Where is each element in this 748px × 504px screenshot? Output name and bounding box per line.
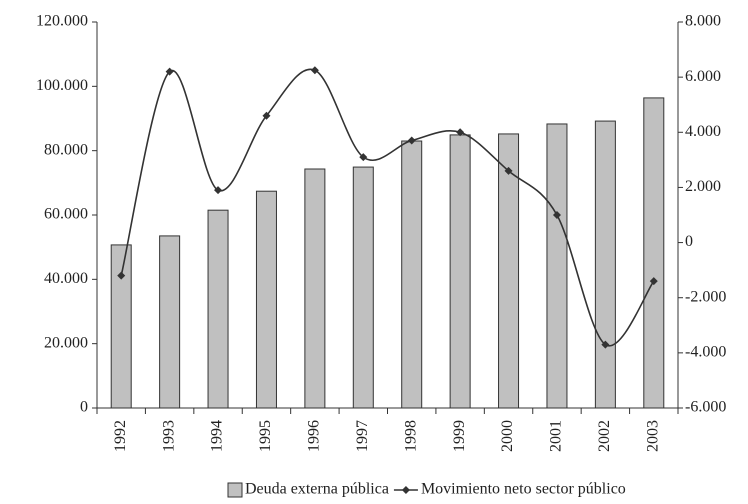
bar	[207, 209, 229, 409]
point	[552, 211, 561, 219]
bar	[643, 97, 665, 409]
y2-tick-label: -4.000	[685, 344, 726, 361]
x-tick-label: 1998	[402, 420, 419, 452]
y-tick-label: 20.000	[44, 334, 88, 351]
y-tick-label: 80.000	[44, 141, 88, 158]
y-tick-label: 120.000	[36, 13, 88, 30]
point	[504, 166, 513, 175]
bar	[352, 166, 374, 409]
legend-swatch	[401, 486, 410, 494]
x-tick-label: 1997	[354, 420, 371, 452]
legend-swatch	[227, 482, 243, 498]
bar	[304, 168, 326, 409]
x-tick-label: 2001	[548, 420, 565, 452]
legend-label: Deuda externa pública	[245, 481, 389, 498]
y-tick-label: 100.000	[36, 77, 88, 94]
x-tick-label: 1999	[451, 420, 468, 452]
y2-tick-label: 6.000	[685, 68, 721, 85]
x-tick-label: 1995	[257, 420, 274, 452]
y-tick-label: 60.000	[44, 206, 88, 223]
point	[649, 277, 658, 286]
y-tick-label: 40.000	[44, 270, 88, 287]
point	[165, 67, 174, 76]
point	[117, 271, 126, 280]
point	[262, 111, 271, 120]
legend-label: Movimiento neto sector público	[421, 481, 626, 498]
x-tick-label: 1994	[209, 420, 226, 452]
y2-tick-label: -2.000	[685, 288, 726, 305]
y2-tick-label: 8.000	[685, 13, 721, 30]
point	[456, 128, 465, 137]
x-tick-label: 2000	[499, 420, 516, 452]
x-tick-label: 2002	[596, 420, 613, 452]
bar	[255, 190, 277, 409]
line	[120, 68, 655, 347]
point	[601, 340, 610, 349]
point	[359, 153, 368, 162]
point	[310, 66, 319, 75]
x-tick-label: 1996	[306, 420, 323, 452]
bar	[546, 123, 568, 409]
bar	[449, 134, 471, 409]
bar	[401, 140, 423, 409]
point	[407, 136, 416, 145]
y2-tick-label: 2.000	[685, 178, 721, 195]
point	[214, 186, 223, 195]
bar	[159, 235, 181, 409]
bar	[498, 133, 520, 409]
bar	[594, 120, 616, 409]
y2-tick-label: 4.000	[685, 123, 721, 140]
y2-tick-label: -6.000	[685, 399, 726, 416]
y2-tick-label: 0	[685, 233, 693, 250]
y-tick-label: 0	[80, 399, 88, 416]
x-tick-label: 1993	[160, 420, 177, 452]
bar	[110, 244, 132, 409]
x-tick-label: 2003	[644, 420, 661, 452]
x-tick-label: 1992	[112, 420, 129, 452]
